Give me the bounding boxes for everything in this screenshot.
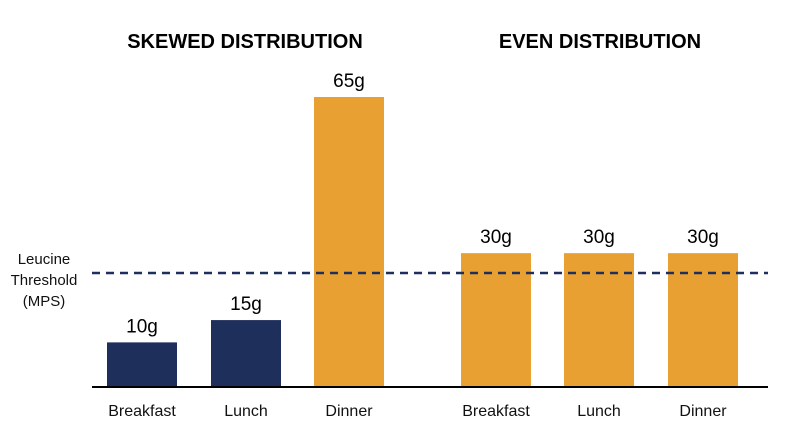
bar-even-dinner (668, 253, 738, 387)
bar-even-lunch (564, 253, 634, 387)
value-label-even-breakfast: 30g (480, 227, 512, 248)
bars-layer (107, 97, 738, 387)
category-label-even-breakfast: Breakfast (462, 403, 530, 420)
category-label-even-lunch: Lunch (577, 403, 621, 420)
bar-skewed-dinner (314, 97, 384, 387)
threshold-label: Leucine Threshold (MPS) (11, 251, 78, 310)
bar-skewed-breakfast (107, 342, 177, 387)
labels-layer: 10g Breakfast 15g Lunch 65g Dinner 30g Breakfas… (108, 71, 727, 420)
value-label-skewed-breakfast: 10g (126, 316, 158, 337)
value-label-even-lunch: 30g (583, 227, 615, 248)
threshold-label-line-2: Threshold (11, 272, 78, 289)
panel-skewed: SKEWED DISTRIBUTION (127, 31, 363, 53)
value-label-skewed-lunch: 15g (230, 294, 262, 315)
bar-even-breakfast (461, 253, 531, 387)
threshold-label-line-3: (MPS) (23, 293, 66, 310)
category-label-skewed-lunch: Lunch (224, 403, 268, 420)
bar-skewed-lunch (211, 320, 281, 387)
category-label-skewed-breakfast: Breakfast (108, 403, 176, 420)
panel-even: EVEN DISTRIBUTION (499, 31, 701, 53)
panel-title-even: EVEN DISTRIBUTION (499, 31, 701, 53)
panel-title-skewed: SKEWED DISTRIBUTION (127, 31, 363, 53)
category-label-even-dinner: Dinner (679, 403, 727, 420)
category-label-skewed-dinner: Dinner (325, 403, 373, 420)
value-label-skewed-dinner: 65g (333, 71, 365, 92)
threshold-label-line-1: Leucine (18, 251, 71, 268)
value-label-even-dinner: 30g (687, 227, 719, 248)
